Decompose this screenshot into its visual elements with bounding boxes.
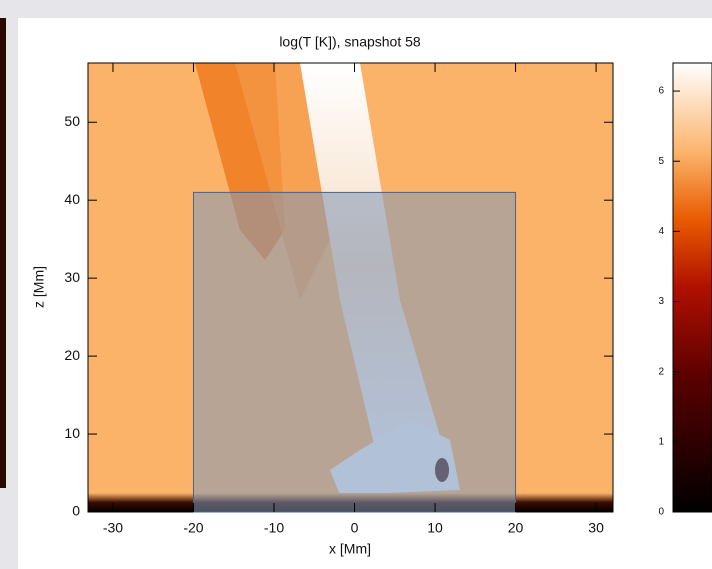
y-tick-label: 0 <box>72 503 80 519</box>
y-axis-label: z [Mm] <box>31 266 47 308</box>
selection-box <box>192 191 517 513</box>
x-tick-label: -30 <box>103 520 123 536</box>
colorbar <box>672 62 712 513</box>
colorbar-tick-label: 0 <box>658 507 664 518</box>
x-axis-label: x [Mm] <box>329 541 371 557</box>
y-tick-label: 10 <box>64 425 80 441</box>
colorbar-tick-label: 1 <box>658 436 664 447</box>
colorbar-tick-label: 3 <box>658 296 664 307</box>
y-tick-label: 40 <box>64 191 80 207</box>
x-tick-label: -10 <box>264 520 284 536</box>
partial-colorbar <box>0 18 6 488</box>
y-tick-label: 30 <box>64 269 80 285</box>
colorbar-tick-label: 2 <box>658 366 664 377</box>
x-tick-label: -20 <box>183 520 203 536</box>
x-tick-label: 0 <box>351 520 359 536</box>
y-tick-label: 50 <box>64 113 80 129</box>
x-tick-label: 30 <box>588 520 604 536</box>
colorbar-tick-label: 6 <box>658 86 664 97</box>
colorbar-tick-label: 4 <box>658 226 664 237</box>
x-tick-label: 20 <box>508 520 524 536</box>
chart-title: log(T [K]), snapshot 58 <box>279 34 421 50</box>
y-tick-label: 20 <box>64 347 80 363</box>
x-tick-label: 10 <box>427 520 443 536</box>
colorbar-tick-label: 5 <box>658 156 664 167</box>
